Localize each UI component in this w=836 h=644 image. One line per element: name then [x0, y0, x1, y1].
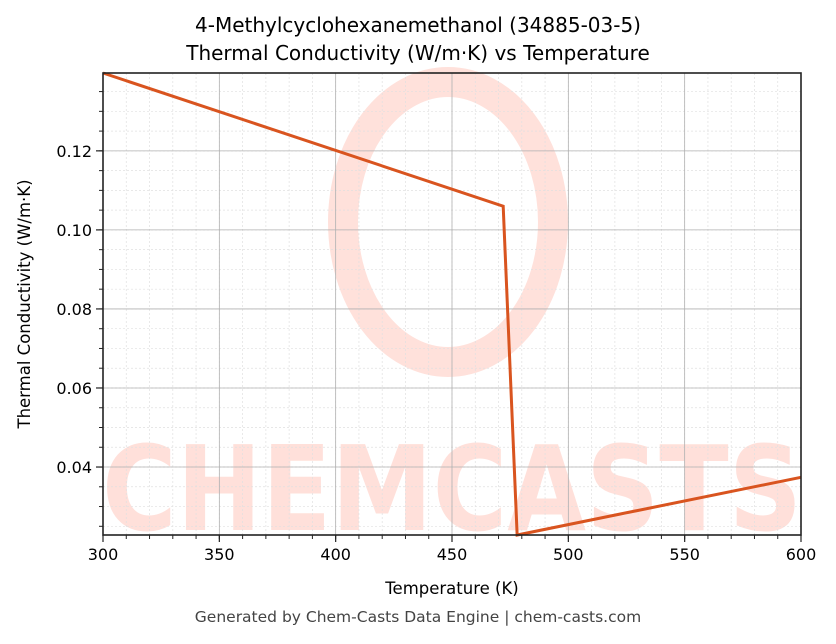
x-tick-label: 550: [669, 545, 700, 564]
x-tick-label: 300: [88, 545, 119, 564]
watermark-logo-icon: [328, 67, 568, 377]
y-tick-label: 0.12: [56, 142, 92, 161]
y-tick-label: 0.06: [56, 379, 92, 398]
x-tick-label: 450: [437, 545, 468, 564]
y-tick-label: 0.08: [56, 300, 92, 319]
x-axis-label: Temperature (K): [384, 579, 518, 598]
footer-credit: Generated by Chem-Casts Data Engine | ch…: [194, 608, 642, 626]
data-line: [102, 71, 802, 537]
chart-title-line2: Thermal Conductivity (W/m·K) vs Temperat…: [186, 41, 650, 65]
y-tick-label: 0.04: [56, 458, 92, 477]
chart-title-line1: 4-Methylcyclohexanemethanol (34885-03-5): [195, 13, 641, 37]
x-tick-label: 500: [553, 545, 584, 564]
x-tick-label: 600: [786, 545, 817, 564]
y-axis-label: Thermal Conductivity (W/m·K): [15, 179, 34, 429]
y-tick-label: 0.10: [56, 221, 92, 240]
x-tick-label: 400: [320, 545, 351, 564]
x-tick-label: 350: [204, 545, 235, 564]
